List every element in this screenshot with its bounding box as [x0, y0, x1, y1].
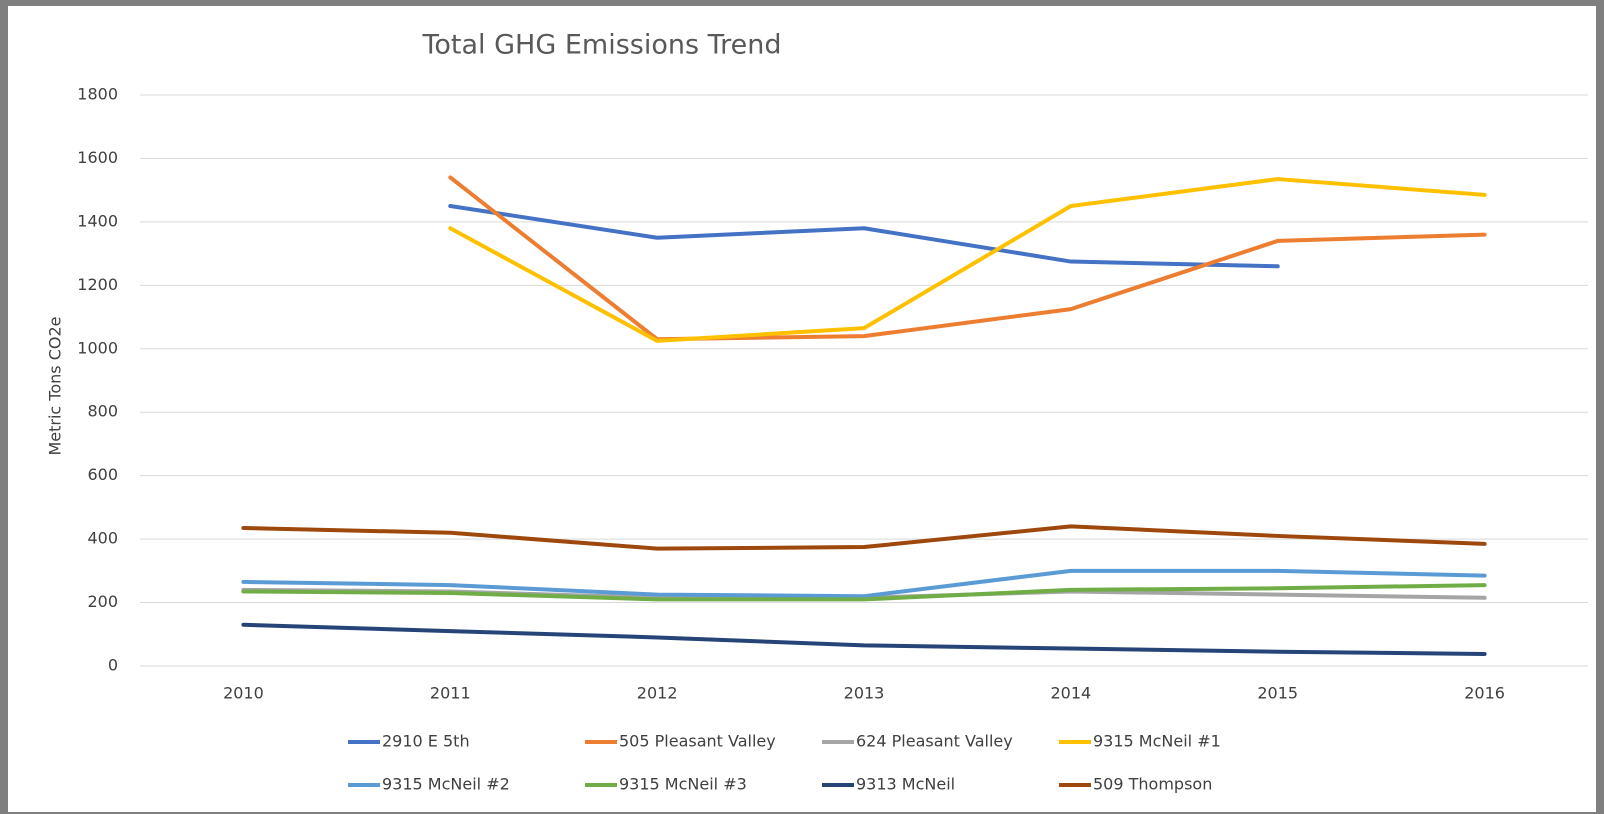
- legend-label: 9315 McNeil #3: [619, 775, 747, 794]
- y-tick-label: 400: [87, 529, 118, 548]
- x-tick-label: 2016: [1464, 684, 1505, 703]
- y-tick-label: 0: [108, 656, 118, 675]
- y-tick-label: 200: [87, 592, 118, 611]
- legend-label: 2910 E 5th: [382, 732, 470, 751]
- chart-background: [8, 6, 1596, 812]
- x-tick-label: 2012: [637, 684, 678, 703]
- y-tick-label: 1800: [77, 85, 118, 104]
- x-tick-label: 2014: [1050, 684, 1091, 703]
- series-line: [448, 204, 1280, 269]
- y-tick-label: 1400: [77, 211, 118, 230]
- x-tick-label: 2015: [1257, 684, 1298, 703]
- y-tick-label: 1000: [77, 338, 118, 357]
- x-tick-label: 2011: [430, 684, 471, 703]
- x-tick-label: 2010: [223, 684, 264, 703]
- y-tick-label: 600: [87, 465, 118, 484]
- series-line: [241, 583, 1487, 602]
- y-tick-label: 1200: [77, 275, 118, 294]
- legend-label: 624 Pleasant Valley: [856, 732, 1013, 751]
- series-line: [448, 177, 1487, 343]
- chart: Total GHG Emissions Trend Metric Tons CO…: [8, 6, 1596, 812]
- legend-label: 509 Thompson: [1093, 775, 1212, 794]
- legend-label: 9315 McNeil #2: [382, 775, 510, 794]
- series-line: [241, 524, 1487, 551]
- legend-label: 9313 McNeil: [856, 775, 955, 794]
- y-tick-label: 1600: [77, 148, 118, 167]
- y-tick-label: 800: [87, 402, 118, 421]
- series-line: [241, 622, 1487, 656]
- x-tick-label: 2013: [844, 684, 885, 703]
- legend-label: 9315 McNeil #1: [1093, 732, 1221, 751]
- chart-title: Total GHG Emissions Trend: [421, 30, 781, 61]
- series-line: [448, 175, 1487, 342]
- series-line: [241, 568, 1487, 599]
- legend-label: 505 Pleasant Valley: [619, 732, 776, 751]
- y-axis-label: Metric Tons CO2e: [46, 316, 65, 455]
